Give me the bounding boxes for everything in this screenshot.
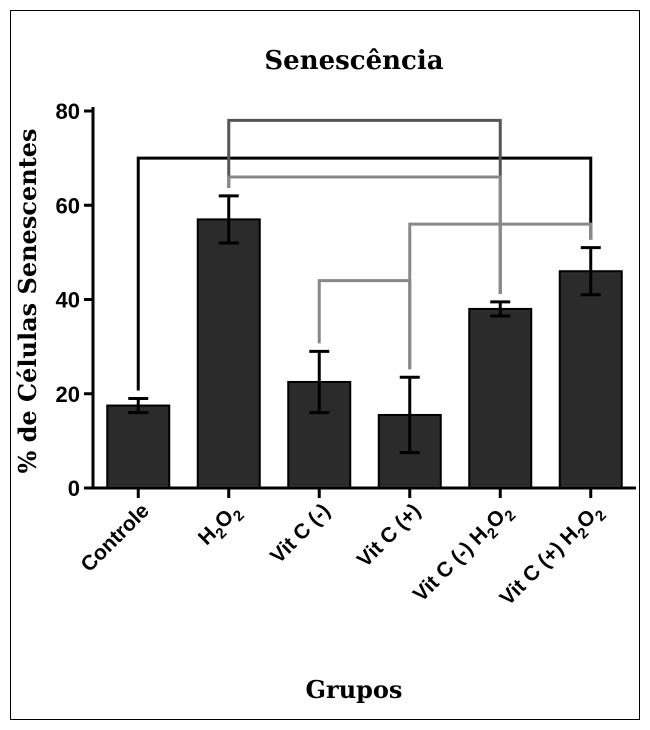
bar-chart: Senescência % de Células Senescentes Gru…: [13, 46, 636, 704]
comparison-bracket: [317, 279, 412, 370]
bar: [468, 307, 533, 489]
x-tick-label-part: Vit C (-): [266, 499, 335, 568]
y-tick-label: 0: [68, 476, 80, 501]
x-ticks: Controle H2O2 Vit C (-) Vit C (+)Vit C (-) …: [76, 488, 610, 610]
axes: [91, 107, 636, 490]
x-tick-label: Vit C (-): [266, 499, 335, 568]
comparison-bracket: [136, 156, 593, 391]
y-tick-label: 40: [56, 288, 80, 313]
comparison-brackets: [136, 118, 593, 391]
x-tick-label-part: Vit C (+) H: [496, 523, 583, 610]
y-tick-label: 20: [56, 382, 80, 407]
y-tick-label: 80: [56, 99, 80, 124]
x-tick-label: Controle: [76, 499, 153, 576]
bar: [106, 404, 171, 489]
comparison-bracket: [227, 175, 502, 294]
chart-title: Senescência: [264, 46, 443, 76]
y-tick-label: 60: [56, 193, 80, 218]
x-tick-label-part: Controle: [76, 499, 153, 576]
bar: [287, 380, 352, 489]
y-ticks: 0 20 40 60 80: [56, 99, 93, 501]
x-tick-label: Vit C (+): [353, 499, 426, 572]
x-axis-label: Grupos: [306, 675, 403, 704]
comparison-bracket: [408, 222, 593, 370]
chart-frame: Senescência % de Células Senescentes Gru…: [10, 10, 640, 720]
bars: [106, 194, 623, 489]
x-tick-label-part: Vit C (-) H: [409, 523, 493, 607]
x-tick-label: H2O2: [194, 499, 248, 553]
bar: [196, 218, 261, 489]
x-tick-label-part: Vit C (+): [353, 499, 426, 572]
bar: [558, 270, 623, 489]
comparison-bracket: [227, 118, 502, 294]
y-axis-label: % de Células Senescentes: [13, 128, 42, 473]
